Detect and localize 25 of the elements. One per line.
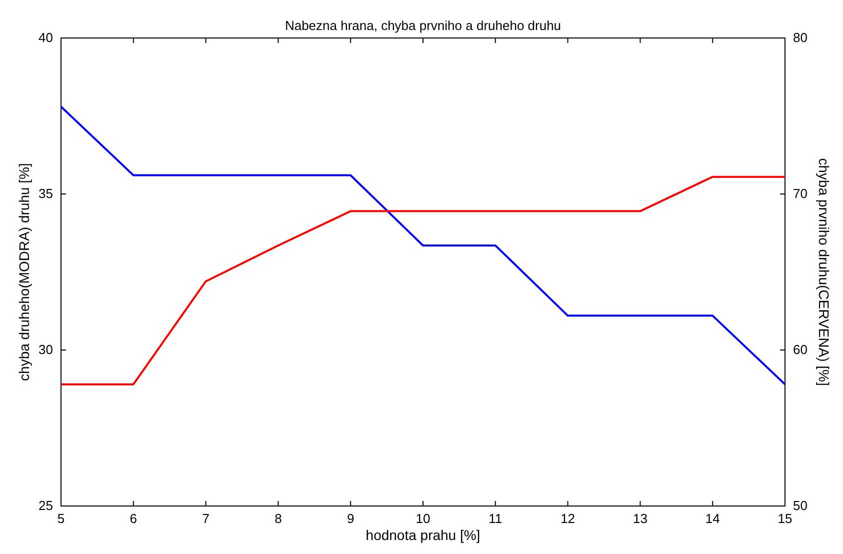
x-tick-label: 10 xyxy=(416,511,430,526)
y2-tick-label: 60 xyxy=(793,342,808,358)
y-axis-title: chyba druheho(MODRA) druhu [%] xyxy=(16,163,32,381)
y-tick-label: 40 xyxy=(38,30,53,46)
x-tick-label: 7 xyxy=(202,511,210,526)
y-tick-label: 25 xyxy=(38,498,53,514)
line-series xyxy=(60,176,786,386)
y-tick-label: 30 xyxy=(38,342,53,358)
x-tick-label: 6 xyxy=(130,511,138,526)
x-tick-label: 15 xyxy=(778,511,792,526)
x-tick-label: 9 xyxy=(346,511,354,526)
y2-tick-label: 80 xyxy=(793,30,808,46)
x-axis-title: hodnota prahu [%] xyxy=(366,527,480,543)
y2-tick-label: 70 xyxy=(793,186,808,202)
x-tick-label: 12 xyxy=(560,511,576,526)
y2-tick-label: 50 xyxy=(793,498,808,514)
y-tick-label: 35 xyxy=(38,186,53,202)
x-tick-label: 8 xyxy=(274,511,282,526)
x-tick-label: 13 xyxy=(632,511,648,526)
x-tick-label: 5 xyxy=(57,511,65,526)
x-tick-label: 14 xyxy=(705,511,720,526)
chart-title: Nabezna hrana, chyba prvniho a druheho druhu xyxy=(284,18,562,33)
y2-axis-title: chyba prvniho druhu(CERVENA) [%] xyxy=(816,158,832,386)
x-tick-label: 11 xyxy=(488,511,502,526)
line-series xyxy=(60,106,786,386)
